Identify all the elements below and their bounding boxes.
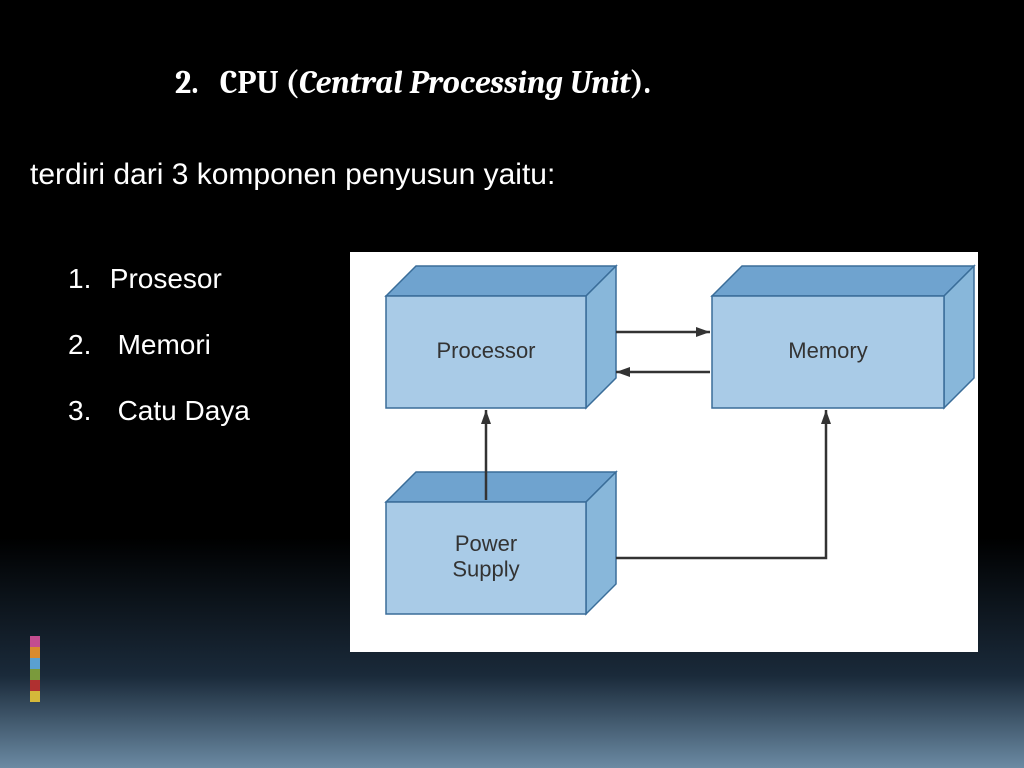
slide-title: 2. CPU (Central Processing Unit). <box>175 64 651 101</box>
list-item-label: Catu Daya <box>118 395 250 426</box>
accent-color <box>30 636 40 647</box>
list-item-number: 2. <box>68 331 102 359</box>
title-abbr: CPU <box>220 64 279 101</box>
component-list: 1. Prosesor 2. Memori 3. Catu Daya <box>68 265 250 463</box>
accent-color <box>30 669 40 680</box>
title-close-paren: ). <box>631 64 651 101</box>
slide-subtitle: terdiri dari 3 komponen penyusun yaitu: <box>30 158 555 192</box>
accent-color <box>30 691 40 702</box>
diagram-node-label: Supply <box>452 556 519 581</box>
list-item: 3. Catu Daya <box>68 397 250 425</box>
accent-color <box>30 647 40 658</box>
diagram-node-processor: Processor <box>386 266 616 408</box>
list-item: 1. Prosesor <box>68 265 250 293</box>
slide: 2. CPU (Central Processing Unit). terdir… <box>0 0 1024 768</box>
list-item-label: Prosesor <box>110 263 222 294</box>
list-item-label: Memori <box>118 329 211 360</box>
diagram-node-label: Memory <box>788 338 867 363</box>
list-item-number: 3. <box>68 397 102 425</box>
title-open-paren: ( <box>286 64 299 101</box>
title-number: 2. <box>175 64 199 101</box>
list-item-number: 1. <box>68 265 102 293</box>
title-full: Central Processing Unit <box>299 64 631 101</box>
diagram-node-label: Processor <box>436 338 535 363</box>
cpu-diagram: Processor Memory PowerSupply <box>350 252 978 652</box>
accent-color <box>30 658 40 669</box>
diagram-node-label: Power <box>455 531 517 556</box>
diagram-node-powersupply: PowerSupply <box>386 472 616 614</box>
cpu-diagram-svg: Processor Memory PowerSupply <box>350 252 978 652</box>
accent-color <box>30 680 40 691</box>
diagram-node-memory: Memory <box>712 266 974 408</box>
list-item: 2. Memori <box>68 331 250 359</box>
accent-strip <box>30 636 40 702</box>
